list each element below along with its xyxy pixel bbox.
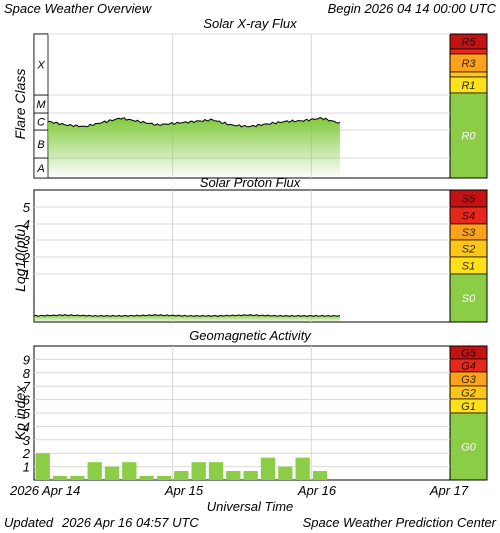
xray-title: Solar X-ray Flux	[203, 16, 297, 31]
scale-frame-0	[449, 33, 488, 179]
kp-tick-8: 8	[23, 366, 31, 381]
proton-tick-4: 4	[23, 217, 30, 232]
kp-tick-6: 6	[23, 393, 31, 408]
kp-tick-7: 7	[23, 379, 31, 394]
scale-box-r2	[449, 71, 488, 78]
kp-bar	[243, 471, 258, 480]
kp-bar	[260, 457, 276, 480]
scale-label-s0: S0	[462, 293, 476, 305]
kp-bar	[295, 457, 310, 480]
kp-bar	[70, 475, 85, 480]
xtick-apr16: Apr 16	[297, 483, 337, 498]
kp-bar	[174, 471, 189, 480]
scale-label-s5: S5	[462, 194, 476, 206]
scale-box-s0	[449, 273, 488, 323]
proton-title: Solar Proton Flux	[199, 175, 301, 190]
flare-class-x: X	[36, 60, 45, 72]
scale-label-r3: R3	[461, 58, 476, 70]
kp-bar	[122, 462, 137, 480]
scale-label-r0: R0	[461, 131, 476, 143]
kp-bar	[139, 475, 154, 480]
scale-label-s4: S4	[462, 211, 475, 223]
proton-tick-5: 5	[23, 200, 31, 215]
scale-label-g5: G5	[461, 348, 477, 360]
kp-tick-2: 2	[22, 446, 31, 461]
proton-tick-1: 1	[23, 267, 30, 282]
begin-time: Begin 2026 04 14 00:00 UTC	[327, 1, 496, 16]
scale-label-g4: G4	[461, 361, 476, 373]
kp-bar	[35, 453, 50, 480]
kp-bar	[226, 471, 241, 480]
panel-frame-1	[33, 189, 451, 323]
kp-tick-4: 4	[23, 419, 30, 434]
flare-class-a: A	[36, 163, 44, 175]
scale-box-r4	[449, 48, 488, 55]
scale-label-g1: G1	[461, 401, 476, 413]
flare-class-m: M	[36, 99, 46, 111]
xray-flux-line	[48, 117, 341, 128]
kp-tick-9: 9	[23, 352, 30, 367]
flare-class-b: B	[37, 139, 44, 151]
updated-time: 2026 Apr 16 04:57 UTC	[62, 515, 199, 530]
scale-label-g2: G2	[461, 388, 476, 400]
kp-tick-1: 1	[23, 460, 30, 475]
proton-flux-line	[33, 314, 341, 317]
kp-tick-3: 3	[23, 433, 31, 448]
kp-bar	[104, 466, 120, 480]
flare-class-c: C	[37, 117, 45, 129]
scale-label-r5: R5	[461, 37, 476, 49]
proton-tick-2: 2	[22, 250, 31, 265]
geomag-title: Geomagnetic Activity	[189, 328, 311, 343]
scale-label-g3: G3	[461, 374, 477, 386]
kp-bar	[191, 462, 206, 480]
center-name: Space Weather Prediction Center	[302, 515, 496, 530]
updated-label: Updated	[4, 515, 54, 530]
kp-bar	[156, 475, 172, 480]
scale-box-r0	[449, 92, 488, 179]
scale-label-s3: S3	[462, 227, 476, 239]
scale-frame-1	[449, 189, 488, 323]
scale-box-g0	[449, 412, 488, 481]
kp-tick-5: 5	[23, 406, 31, 421]
x-axis-label: Universal Time	[206, 499, 294, 514]
xtick-apr17: Apr 17	[429, 483, 469, 498]
flare-class-box	[33, 33, 49, 96]
kp-bar	[312, 471, 328, 480]
proton-tick-3: 3	[23, 233, 31, 248]
kp-bar	[208, 462, 224, 480]
scale-label-r1: R1	[461, 80, 475, 92]
xtick-apr14: 2026 Apr 14	[10, 483, 81, 498]
xtick-apr15: Apr 15	[164, 483, 204, 498]
kp-bar	[87, 462, 102, 480]
scale-label-s1: S1	[462, 261, 475, 273]
kp-bar	[52, 475, 68, 480]
scale-label-s2: S2	[462, 244, 475, 256]
kp-bar	[278, 466, 293, 480]
xray-flux-area	[48, 117, 340, 178]
page-title: Space Weather Overview	[4, 1, 152, 16]
scale-label-g0: G0	[461, 442, 477, 454]
